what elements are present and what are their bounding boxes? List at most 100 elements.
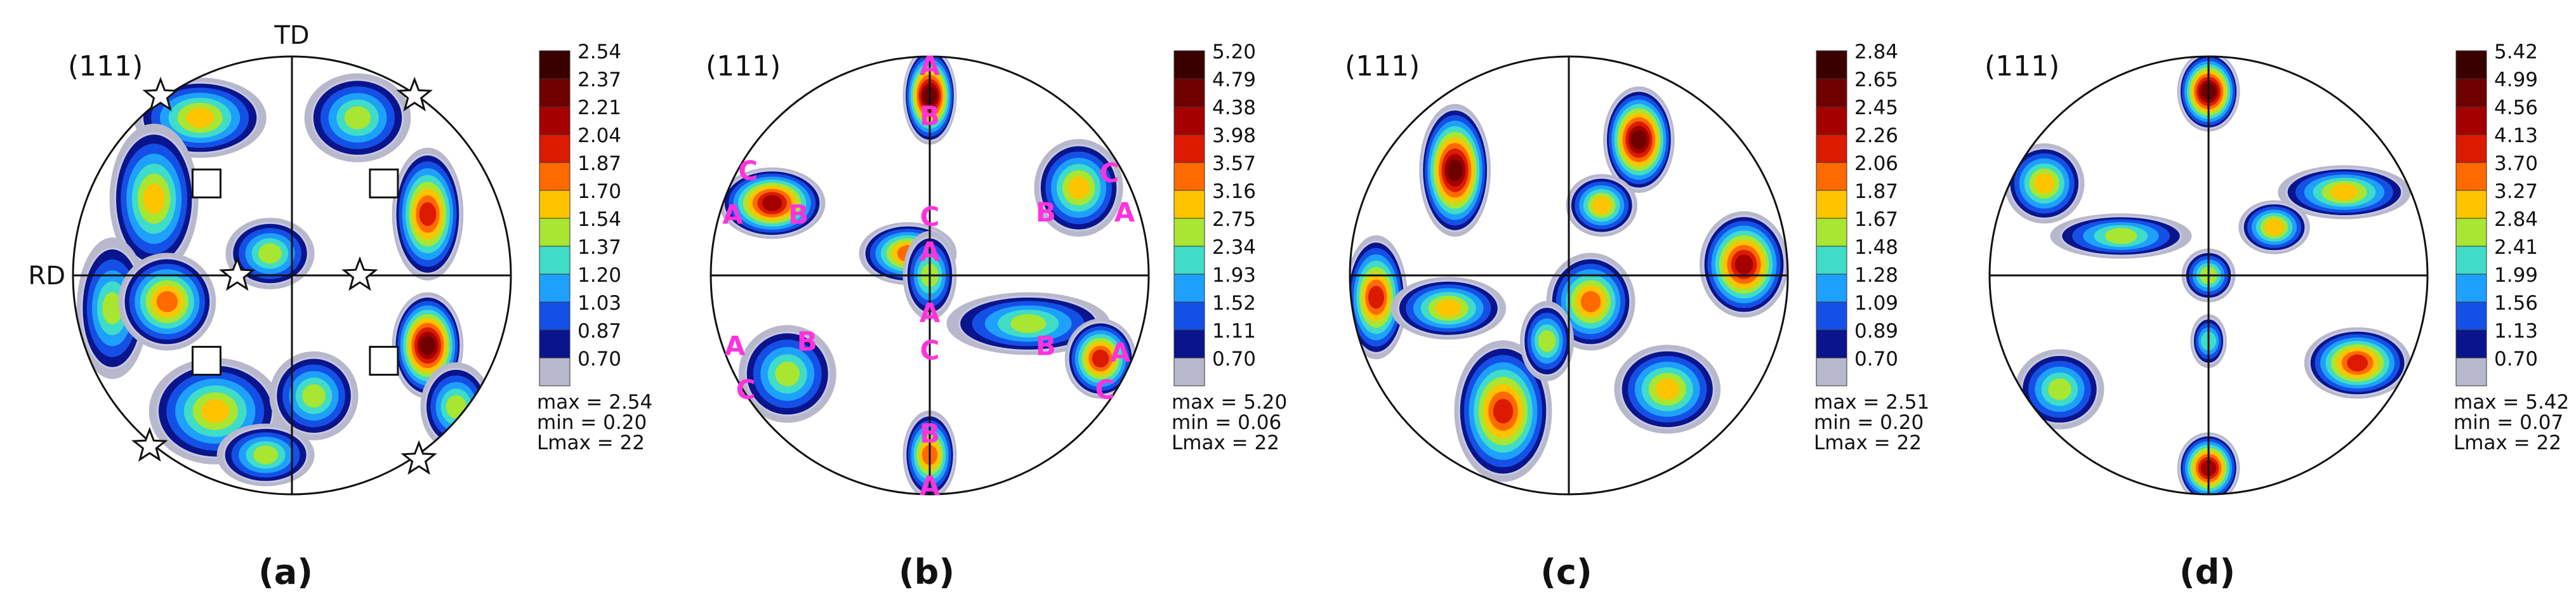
plane-label: (111) [1985, 50, 2059, 82]
density-peak-9 [1538, 330, 1556, 352]
square-marker [191, 346, 221, 376]
density-peak-2 [1592, 196, 1611, 214]
density-peak-1 [762, 195, 783, 211]
orientation-letter-C: C [920, 334, 940, 366]
scale-swatch [1816, 301, 1847, 331]
scale-swatch [539, 357, 571, 386]
statistic-line: Lmax = 22 [537, 432, 645, 454]
scale-value: 3.27 [2494, 180, 2538, 203]
scale-swatch [1173, 134, 1205, 163]
scale-swatch [539, 134, 571, 163]
scale-value: 2.04 [578, 124, 621, 147]
scale-value: 3.16 [1212, 180, 1256, 203]
scale-swatch [1816, 329, 1847, 359]
scale-swatch [539, 78, 571, 107]
scale-swatch [2455, 301, 2487, 331]
scale-value: 1.67 [1854, 208, 1898, 231]
square-marker [191, 168, 221, 199]
scale-swatch [539, 106, 571, 135]
orientation-letter-B: B [920, 100, 940, 131]
statistic-line: max = 2.54 [537, 391, 652, 414]
star-marker [218, 256, 256, 291]
scale-swatch [2455, 246, 2487, 275]
scale-value: 1.11 [1212, 320, 1256, 343]
statistic-line: Lmax = 22 [1172, 432, 1279, 454]
density-peak-9 [302, 384, 326, 408]
scale-value: 2.41 [2494, 236, 2538, 259]
orientation-letter-B: B [797, 326, 817, 357]
scale-swatch [1816, 274, 1847, 303]
density-peak-4 [1368, 286, 1384, 309]
scale-value: 5.42 [2494, 41, 2538, 63]
orientation-letter-C: C [920, 201, 940, 232]
scale-swatch [1173, 50, 1205, 79]
orientation-letter-B: B [1036, 330, 1056, 361]
density-contours [76, 73, 492, 487]
scale-value: 4.38 [1212, 96, 1256, 119]
pole-figure-outline [72, 55, 512, 496]
scale-value: 2.06 [1854, 152, 1898, 175]
density-peak-10 [446, 395, 466, 419]
scale-value: 4.79 [1212, 69, 1256, 91]
square-marker [369, 168, 399, 199]
density-peak-2 [1067, 176, 1090, 199]
scale-swatch [2455, 357, 2487, 386]
orientation-letter-B: B [1036, 197, 1056, 228]
square-marker [369, 346, 399, 376]
scale-value: 1.28 [1854, 264, 1898, 287]
density-peak-3 [156, 291, 178, 313]
star-marker [142, 76, 179, 112]
star-marker [341, 256, 378, 291]
orientation-letter-A: A [920, 470, 941, 501]
scale-swatch [539, 246, 571, 275]
density-peak-7 [1092, 349, 1109, 368]
orientation-letter-B: B [920, 418, 940, 449]
scale-swatch [539, 218, 571, 247]
plane-label: (111) [706, 50, 781, 82]
orientation-letter-C: C [738, 155, 758, 186]
scale-swatch [1173, 357, 1205, 386]
scale-swatch [2455, 162, 2487, 191]
scale-swatch [539, 274, 571, 303]
scale-swatch [2455, 218, 2487, 247]
density-peak-6 [1436, 299, 1462, 317]
density-peak-7 [1493, 399, 1514, 424]
scale-value: 2.65 [1854, 69, 1898, 91]
scale-value: 2.45 [1854, 96, 1898, 119]
scale-value: 0.70 [2494, 348, 2538, 371]
orientation-letter-A: A [725, 330, 746, 361]
star-marker [396, 76, 433, 112]
scale-swatch [2455, 190, 2487, 219]
scale-value: 3.98 [1212, 124, 1256, 147]
scale-swatch [2455, 329, 2487, 359]
scale-swatch [1816, 78, 1847, 107]
density-peak-3 [2330, 183, 2358, 201]
scale-value: 4.99 [2494, 69, 2538, 91]
statistic-line: max = 2.51 [1814, 391, 1929, 414]
scale-value: 1.99 [2494, 264, 2538, 287]
scale-swatch [2455, 50, 2487, 79]
panel-c: (111) 2.84 2.65 2.45 2.26 2.06 1.87 1.67 1.48 1.2… [1345, 41, 1929, 592]
scale-value: 0.70 [578, 348, 621, 371]
scale-value: 1.48 [1854, 236, 1898, 259]
td-axis-label: TD [274, 21, 309, 50]
plane-label: (111) [68, 50, 143, 82]
orientation-letter-C: C [736, 374, 756, 405]
density-peak-4 [2264, 219, 2284, 236]
density-peak-3 [1734, 254, 1754, 275]
density-peak-4 [201, 399, 230, 423]
density-peak-11 [253, 445, 279, 465]
scale-swatch [2455, 106, 2487, 135]
scale-value: 2.21 [578, 96, 621, 119]
scale-value: 1.13 [2494, 320, 2538, 343]
star-marker [131, 426, 168, 462]
scale-value: 1.03 [578, 292, 621, 315]
scale-value: 0.70 [1212, 348, 1256, 371]
scale-value: 2.84 [2494, 208, 2538, 231]
scale-swatch [1816, 190, 1847, 219]
scale-value: 1.87 [578, 152, 621, 175]
orientation-letter-A: A [1114, 197, 1135, 228]
scale-value: 3.70 [2494, 152, 2538, 175]
scale-value: 0.87 [578, 320, 621, 343]
